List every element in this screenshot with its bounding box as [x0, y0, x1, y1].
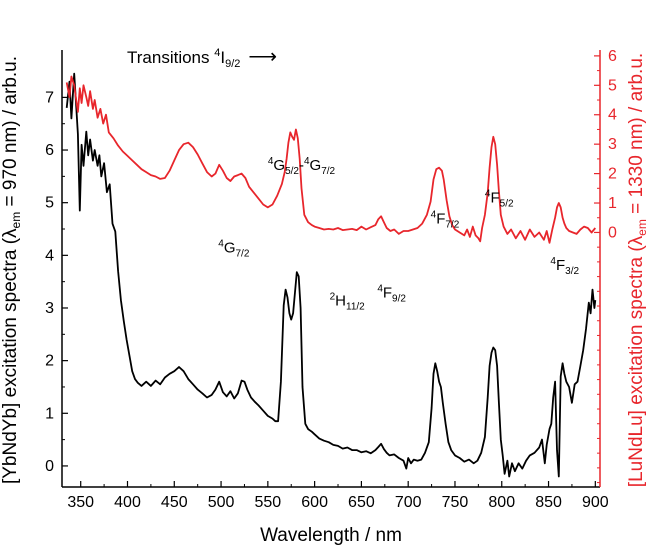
- right-tick-label: 1: [608, 195, 617, 212]
- x-tick-label: 850: [535, 494, 562, 511]
- transition-annotation: 4F5/2: [485, 189, 514, 210]
- transitions-text: Transitions 4I9/2 ⟶: [127, 46, 277, 70]
- x-tick-label: 400: [114, 494, 141, 511]
- right-axis-title: [LuNdLu] excitation spectra (λem = 1330 …: [626, 53, 648, 487]
- left-tick-label: 3: [45, 300, 54, 317]
- x-tick-label: 750: [442, 494, 469, 511]
- right-tick-label: 3: [608, 136, 617, 153]
- x-tick-label: 650: [348, 494, 375, 511]
- transition-annotation: 2H11/2: [330, 291, 366, 312]
- axes-group: 350 400 450 500 550 600 650 700 750 800 850 9000123…: [45, 48, 617, 511]
- transition-annotation: 4G5/2-4G7/2: [268, 156, 336, 177]
- left-tick-label: 7: [45, 89, 54, 106]
- x-tick-label: 700: [395, 494, 422, 511]
- right-tick-label: 0: [608, 224, 617, 241]
- x-tick-label: 550: [254, 494, 281, 511]
- x-tick-label: 600: [301, 494, 328, 511]
- transition-annotation: 4F9/2: [377, 283, 406, 304]
- x-axis-title: Wavelength / nm: [260, 525, 402, 546]
- left-tick-label: 4: [45, 247, 54, 264]
- x-tick-label: 450: [161, 494, 188, 511]
- x-tick-label: 900: [582, 494, 609, 511]
- ybndyb-spectrum-line: [65, 72, 597, 478]
- left-tick-label: 1: [45, 405, 54, 422]
- x-tick-label: 800: [488, 494, 515, 511]
- transitions-label: Transitions 4I9/2 ⟶: [127, 46, 277, 70]
- right-tick-label: 6: [608, 48, 617, 65]
- x-tick-label: 350: [67, 494, 94, 511]
- x-tick-label: 500: [208, 494, 235, 511]
- left-tick-label: 2: [45, 353, 54, 370]
- transition-annotation: 4F3/2: [550, 256, 579, 277]
- left-axis-title: [YbNdYb] excitation spectra (λem = 970 n…: [0, 56, 23, 484]
- left-tick-label: 0: [45, 458, 54, 475]
- left-tick-label: 6: [45, 142, 54, 159]
- left-tick-label: 5: [45, 195, 54, 212]
- series-layer: [65, 72, 597, 478]
- right-tick-label: 2: [608, 166, 617, 183]
- transition-annotation: 4F7/2: [431, 210, 460, 231]
- annotation-layer: 4G7/2 4G5/2-4G7/2 2H11/2 4F9/2 4F7/2 4F5/2 4F3…: [218, 156, 579, 312]
- transition-annotation: 4G7/2: [218, 239, 250, 260]
- lundlu-spectrum-line: [65, 75, 596, 244]
- right-tick-label: 5: [608, 77, 617, 94]
- right-tick-label: 4: [608, 107, 617, 124]
